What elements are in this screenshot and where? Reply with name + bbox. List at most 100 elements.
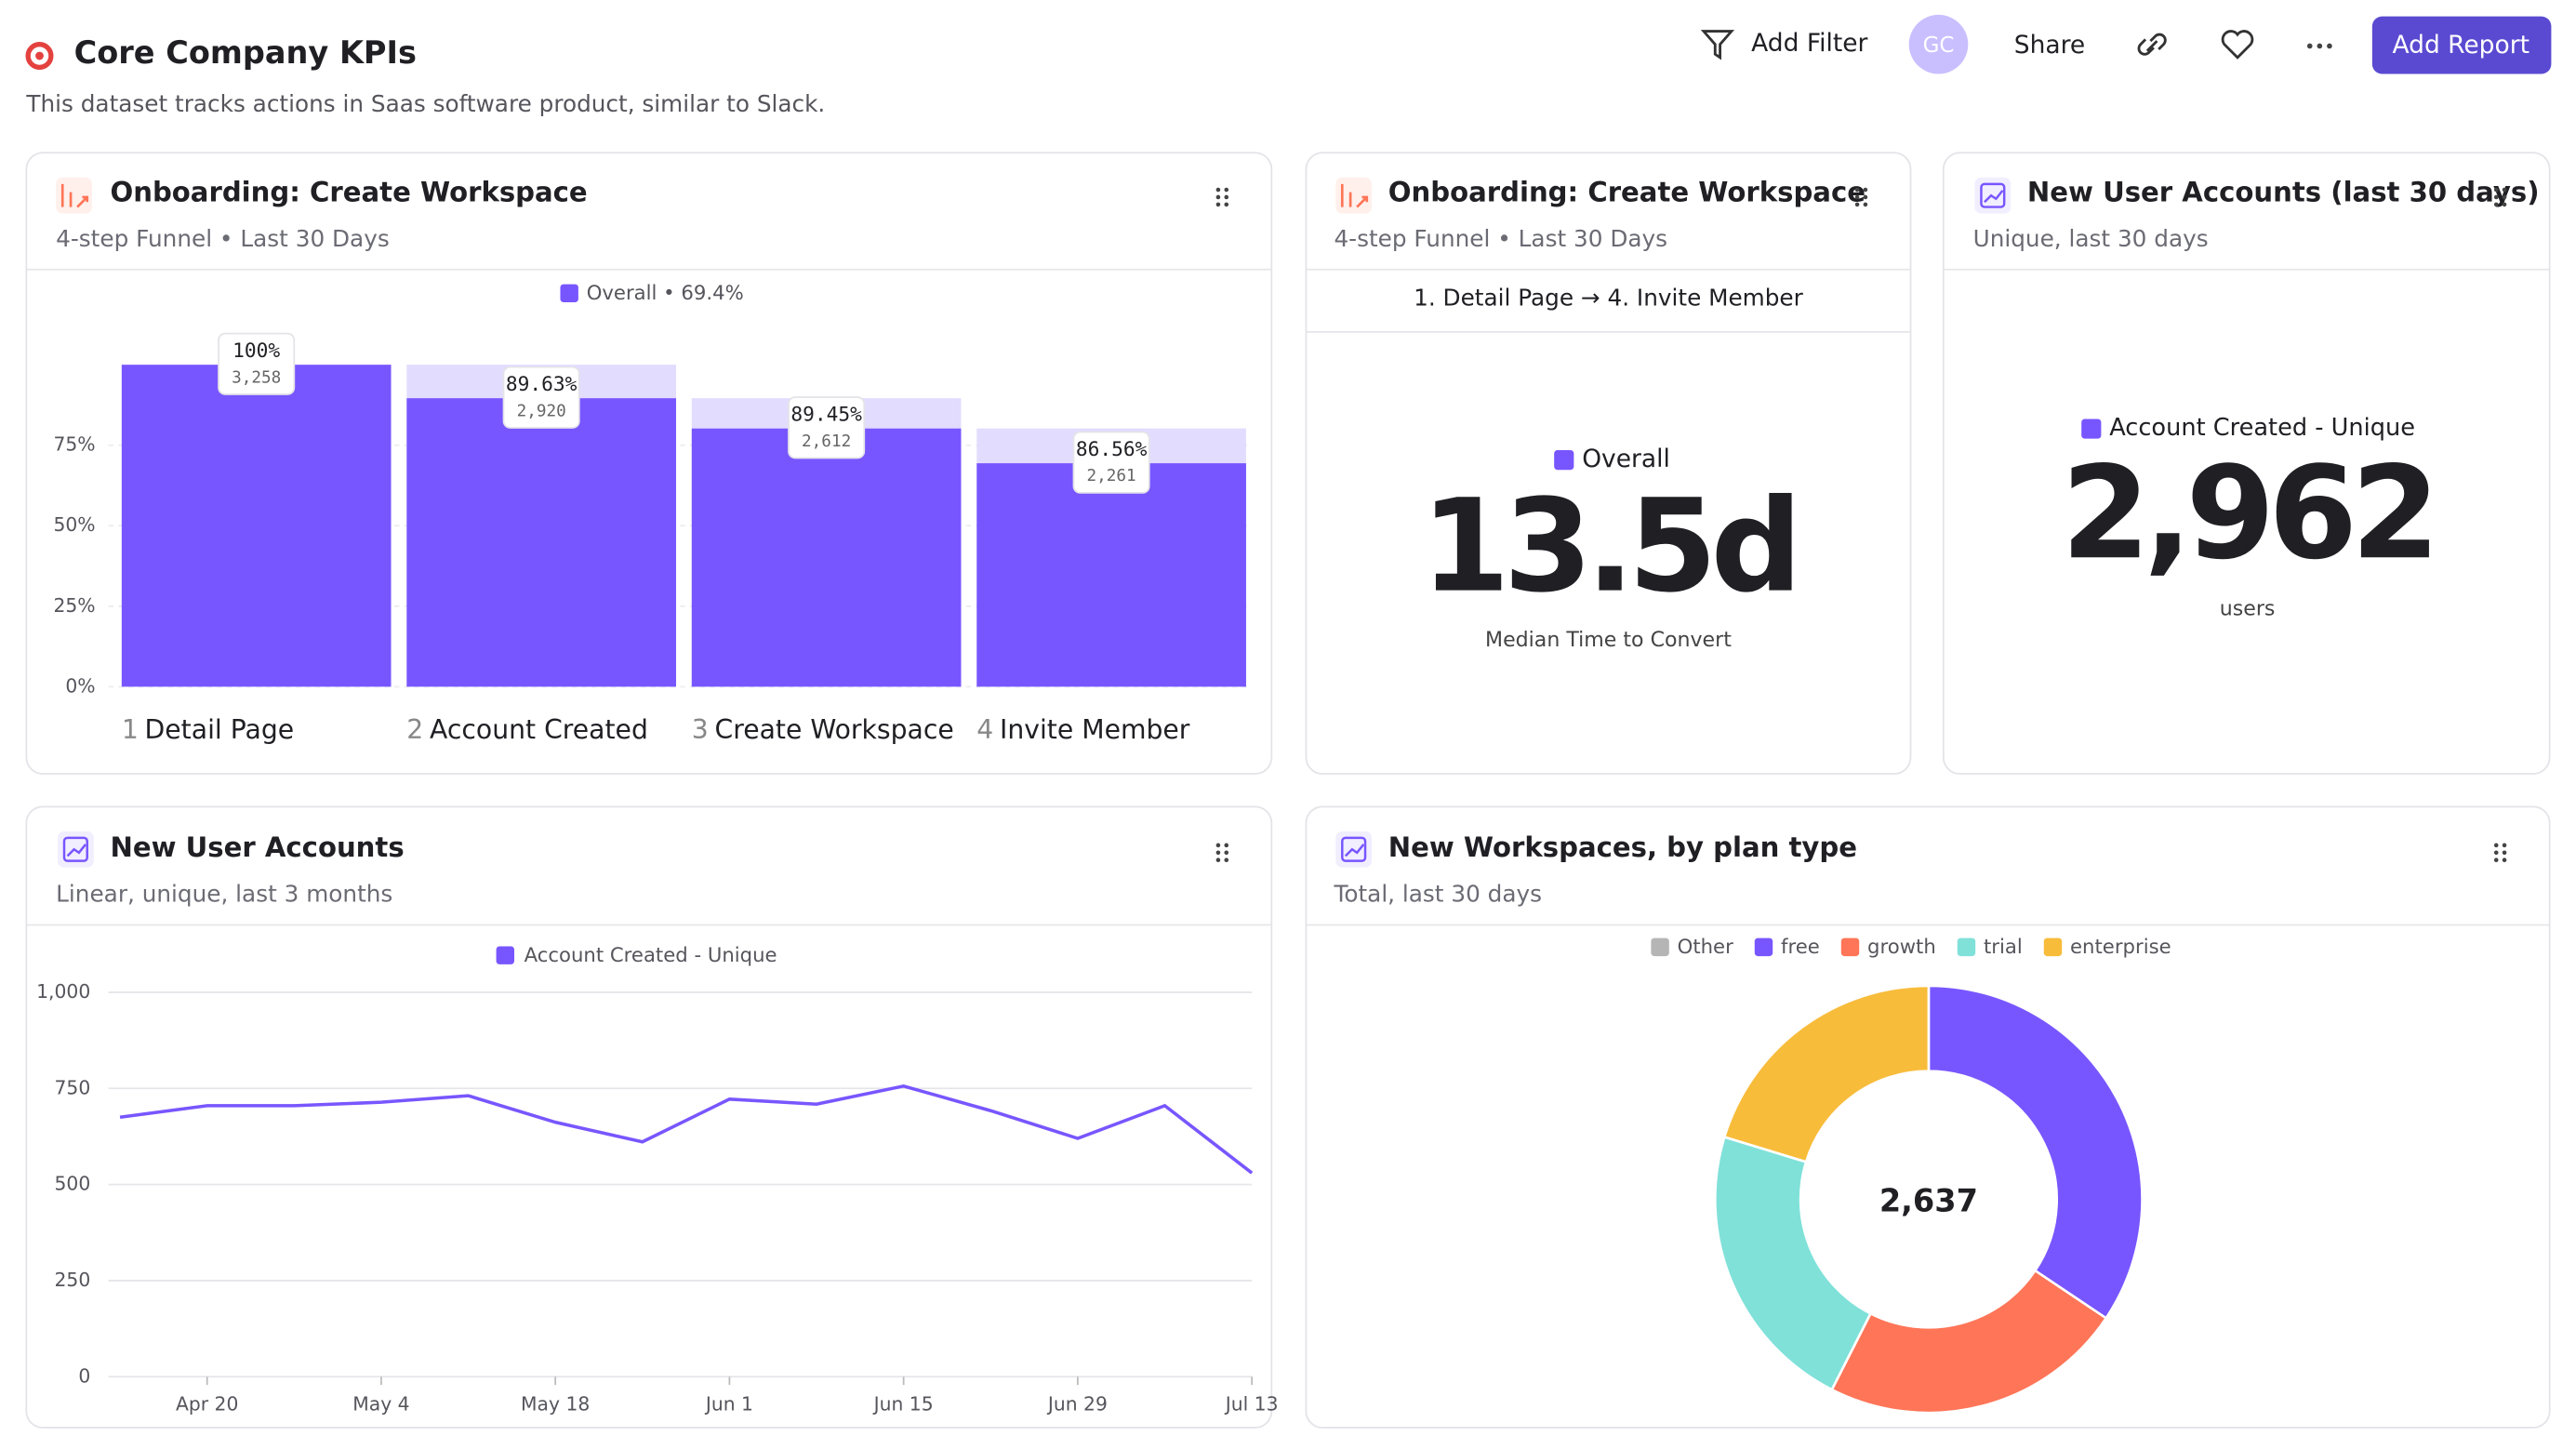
line-card (25, 805, 1273, 1429)
drag-dot (1215, 194, 1221, 200)
page-description: This dataset tracks actions in Saas soft… (25, 90, 825, 117)
legend-swatch (2043, 937, 2063, 957)
card-title: New Workspaces, by plan type (1388, 831, 1857, 863)
drag-dot (1224, 843, 1229, 848)
drag-dot (2502, 857, 2507, 863)
bar-label-box (1072, 431, 1150, 494)
pie-total: 2,637 (1879, 1183, 1978, 1219)
legend-swatch (1754, 937, 1773, 957)
step-number: 1 (122, 714, 139, 745)
drag-handle[interactable] (2493, 843, 2507, 863)
legend-label: Other (1678, 935, 1733, 958)
bar-count: 2,612 (802, 432, 851, 451)
x-tick-label: Jun 1 (704, 1392, 753, 1415)
pie-slice (1714, 1135, 1873, 1391)
legend-label: free (1781, 935, 1820, 958)
drag-dot (1854, 187, 1860, 193)
insights-icon (1974, 177, 2012, 214)
bar-label: 89.63% (506, 372, 578, 395)
legend-label: Account Created - Unique (2109, 414, 2415, 442)
drag-dot (1215, 850, 1221, 856)
bar-label: 86.56% (1076, 437, 1148, 460)
page-title: Core Company KPIs (74, 34, 417, 71)
card-title: Onboarding: Create Workspace (110, 176, 587, 207)
card-title: New User Accounts (last 30 days) (2027, 176, 2540, 207)
bar (121, 365, 392, 687)
bar-label-box (218, 332, 296, 395)
y-tick-label: 25% (53, 594, 95, 617)
legend-label: Overall • 69.4% (587, 281, 744, 304)
drag-dot (1854, 194, 1860, 200)
time-to-convert-card (1305, 152, 1912, 775)
logo-icon-center (35, 51, 44, 60)
drag-dot (2502, 850, 2507, 856)
funnel-steps: 1. Detail Page → 4. Invite Member (1414, 284, 1804, 311)
legend-swatch (1554, 450, 1574, 471)
avatar-initials: GC (1923, 33, 1955, 58)
add-report-button[interactable] (2371, 16, 2552, 74)
add-filter-button[interactable]: Add Filter (1751, 29, 1867, 58)
x-tick-label: Create Workspace (715, 714, 954, 745)
drag-dot (1215, 857, 1221, 863)
funnel-icon (56, 177, 93, 214)
y-tick-label: 50% (53, 513, 95, 536)
y-tick-label: 75% (53, 433, 95, 456)
x-tick-label: Jun 15 (872, 1392, 934, 1415)
avatar[interactable] (1908, 14, 1969, 74)
filter-icon[interactable] (1700, 30, 1735, 60)
drag-handle[interactable] (1215, 187, 1229, 207)
drag-dot (1863, 202, 1868, 207)
drag-dot (2493, 857, 2499, 863)
step-number: 3 (692, 714, 709, 745)
legend-swatch (496, 946, 515, 964)
bar-count: 2,920 (517, 402, 566, 420)
drag-dot (1215, 187, 1221, 193)
card-title: New User Accounts (110, 831, 404, 863)
drag-dot (1224, 187, 1229, 193)
legend-label: Account Created - Unique (524, 943, 777, 966)
drag-dot (2502, 202, 2507, 207)
card-subtitle: 4-step Funnel • Last 30 Days (56, 225, 390, 252)
x-tick-label: Jul 13 (1224, 1392, 1279, 1415)
card-subtitle: Total, last 30 days (1333, 881, 1542, 908)
share-button[interactable]: Share (2014, 31, 2085, 60)
bar-count: 2,261 (1087, 467, 1136, 485)
metric-caption: users (2220, 597, 2276, 620)
card-subtitle: 4-step Funnel • Last 30 Days (1334, 225, 1667, 252)
x-tick-label: Apr 20 (176, 1392, 238, 1415)
y-tick-label: 750 (55, 1076, 91, 1098)
drag-dot (1224, 850, 1229, 856)
drag-handle[interactable] (2493, 187, 2507, 207)
drag-dot (1224, 857, 1229, 863)
legend-swatch (560, 284, 578, 303)
legend-label: Overall (1582, 445, 1670, 473)
bar-label-box (502, 366, 580, 429)
drag-dot (1863, 187, 1868, 193)
drag-handle[interactable] (1854, 187, 1868, 207)
more-icon[interactable] (2306, 43, 2332, 49)
bar (976, 463, 1246, 687)
drag-dot (2502, 187, 2507, 193)
drag-dot (1224, 194, 1229, 200)
x-tick-label: Account Created (430, 714, 648, 745)
insights-icon (1335, 831, 1373, 868)
card-subtitle: Unique, last 30 days (1973, 225, 2209, 252)
step-number: 2 (406, 714, 423, 745)
drag-dot (2502, 843, 2507, 848)
step-number: 4 (976, 714, 993, 745)
pie-slice (1927, 984, 2144, 1321)
favorite-icon[interactable] (2221, 30, 2254, 60)
drag-dot (1854, 202, 1860, 207)
metric-value: 2,962 (2061, 439, 2433, 588)
insights-icon (57, 831, 94, 868)
link-icon[interactable] (2137, 33, 2167, 56)
bar-label: 89.45% (790, 403, 862, 426)
drag-handle[interactable] (1215, 843, 1229, 863)
new-accounts-metric-card (1942, 152, 2551, 775)
drag-dot (2493, 843, 2499, 848)
legend-label: growth (1867, 935, 1936, 958)
legend-swatch (2081, 419, 2102, 439)
drag-dot (1224, 202, 1229, 207)
bar-label-box (788, 396, 866, 459)
